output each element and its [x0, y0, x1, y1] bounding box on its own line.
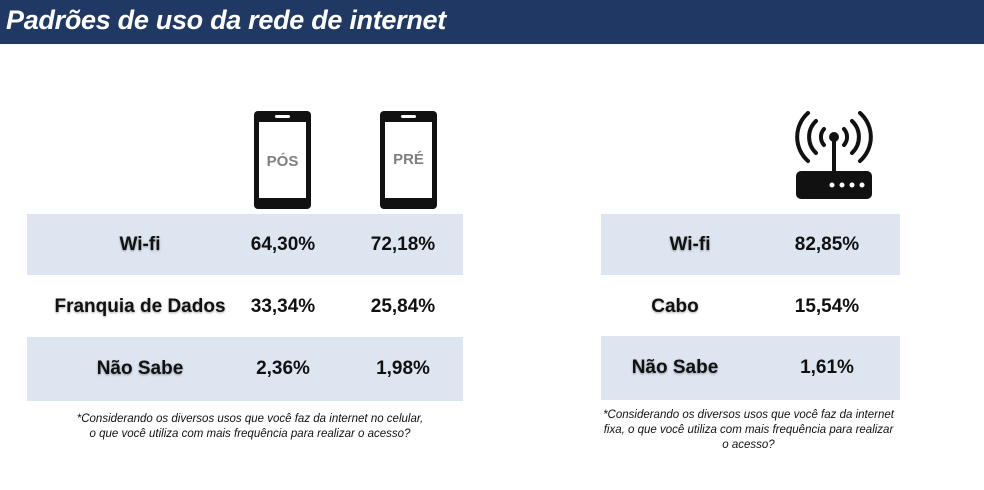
- row-label: Não Sabe: [96, 358, 184, 379]
- footnote-line: *Considerando os diversos usos que você …: [76, 413, 424, 425]
- fixed-usage-table: Wi-fi 82,85% Cabo 15,54% Não Sabe 1,61%: [601, 214, 900, 402]
- fixed-footnote: *Considerando os diversos usos que você …: [596, 408, 901, 453]
- mobile-footnote: *Considerando os diversos usos que você …: [60, 412, 440, 442]
- footnote-line: o acesso?: [722, 439, 775, 451]
- table-row: Franquia de Dados 33,34% 25,84%: [27, 276, 463, 337]
- phone-pos-label: PÓS: [267, 152, 299, 170]
- fixed-value: 82,85%: [794, 233, 860, 255]
- fixed-value: 1,61%: [800, 357, 854, 378]
- pos-value: 33,34%: [250, 295, 316, 317]
- smartphone-pos-icon: PÓS: [254, 111, 311, 209]
- table-row: Wi-fi 64,30% 72,18%: [27, 214, 463, 275]
- table-row: Wi-fi 82,85%: [601, 214, 900, 275]
- mobile-usage-table: Wi-fi 64,30% 72,18% Franquia de Dados 33…: [27, 214, 463, 402]
- pre-value: 25,84%: [370, 295, 436, 317]
- smartphone-pre-icon: PRÉ: [380, 111, 437, 209]
- pre-value: 1,98%: [376, 358, 430, 379]
- phone-pre-label: PRÉ: [393, 151, 424, 168]
- footnote-line: fixa, o que você utiliza com mais frequê…: [603, 424, 894, 436]
- footnote-line: o que você utiliza com mais frequência p…: [89, 428, 411, 440]
- row-label: Cabo: [651, 295, 699, 317]
- fixed-value: 15,54%: [794, 295, 860, 317]
- table-row: Não Sabe 2,36% 1,98%: [27, 337, 463, 401]
- pos-value: 2,36%: [256, 358, 310, 379]
- row-label: Não Sabe: [631, 357, 719, 378]
- table-row: Não Sabe 1,61%: [601, 336, 900, 400]
- row-label: Wi-fi: [669, 233, 711, 255]
- table-row: Cabo 15,54%: [601, 276, 900, 337]
- page-title: Padrões de uso da rede de internet: [6, 5, 446, 35]
- row-label: Wi-fi: [119, 233, 161, 255]
- footnote-line: *Considerando os diversos usos que você …: [603, 409, 894, 421]
- row-label: Franquia de Dados: [54, 295, 226, 317]
- wifi-router-icon: [795, 111, 873, 199]
- pos-value: 64,30%: [250, 233, 316, 255]
- header-bar: Padrões de uso da rede de internet: [0, 0, 984, 44]
- pre-value: 72,18%: [370, 233, 436, 255]
